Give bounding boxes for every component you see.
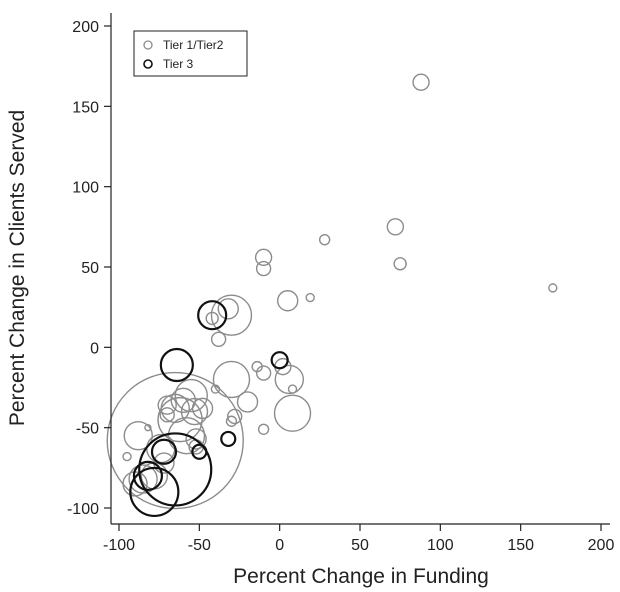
bubble-layer [106, 73, 558, 518]
tier-1-2-bubble [287, 384, 298, 394]
tier-1-2-bubble [225, 415, 238, 427]
tier-1-2-bubble [217, 298, 239, 320]
legend-marker-tier-1-2 [143, 40, 153, 50]
tier-3-bubble [270, 351, 289, 370]
tier-1-2-bubble [210, 331, 227, 347]
tier-1-2-bubble [257, 423, 270, 435]
tier-1-2-bubble [254, 248, 273, 267]
x-tick-label: 150 [507, 537, 534, 554]
legend: Tier 1/Tier2 Tier 3 [133, 30, 248, 77]
tier-3-bubble [129, 466, 180, 518]
tier-1-2-bubble [212, 360, 251, 399]
tier-1-2-bubble [277, 290, 299, 312]
legend-marker-tier-3 [143, 59, 153, 69]
tier-1-2-bubble [273, 394, 312, 432]
tier-1-2-bubble [274, 364, 305, 395]
y-tick-label: -100 [67, 501, 99, 518]
tier-1-2-bubble [305, 292, 315, 303]
x-axis-ticks: -100 -50 0 50 100 150 200 [103, 524, 614, 554]
y-tick-label: 100 [72, 180, 99, 197]
y-tick-label: 0 [90, 340, 99, 357]
tier-1-2-bubble [210, 294, 253, 336]
tier-1-2-bubble [146, 433, 176, 464]
tier-1-2-bubble [122, 451, 132, 462]
tier-3-bubble [132, 460, 164, 491]
tier-1-2-bubble [205, 311, 219, 326]
tier-1-2-bubble [255, 260, 272, 277]
tier-1-2-bubble [412, 73, 430, 91]
tier-3-bubble [220, 430, 237, 448]
legend-box [133, 30, 248, 77]
y-tick-label: 50 [81, 260, 99, 277]
x-tick-label: -100 [103, 537, 135, 554]
tier-1-2-bubble [255, 365, 272, 381]
tier-3-bubble [197, 300, 228, 331]
tier-1-2-bubble [226, 408, 243, 425]
x-tick-label: -50 [188, 537, 211, 554]
x-tick-label: 50 [351, 537, 369, 554]
tier-3-bubble [159, 347, 194, 383]
tier-1-2-bubble [170, 387, 196, 414]
tier-3-bubble [150, 438, 178, 465]
tier-1-2-bubble [185, 428, 207, 450]
tier-1-2-bubble [548, 283, 558, 293]
x-axis-title: Percent Change in Funding [233, 565, 489, 588]
tier-1-2-bubble [393, 257, 407, 271]
x-tick-label: 100 [427, 537, 454, 554]
tier-1-2-bubble [157, 395, 177, 415]
x-tick-label: 200 [588, 537, 615, 554]
tier-1-2-bubble [157, 396, 203, 443]
y-axis-ticks: -100 -50 0 50 100 150 200 [67, 19, 111, 518]
tier-1-2-bubble [386, 218, 405, 236]
tier-1-2-bubble [174, 378, 209, 413]
tier-1-2-bubble [318, 233, 331, 246]
legend-label-tier-3: Tier 3 [163, 57, 194, 71]
y-axis-title: Percent Change in Clients Served [6, 110, 29, 426]
tier-1-2-bubble [236, 391, 259, 413]
y-tick-label: 200 [72, 19, 99, 36]
tier-1-2-bubble [123, 421, 153, 451]
tier-1-2-bubble [159, 407, 175, 423]
tier-1-2-bubble [106, 371, 244, 510]
y-tick-label: 150 [72, 99, 99, 116]
tier-1-2-bubble [167, 417, 206, 455]
legend-label-tier-1-2: Tier 1/Tier2 [163, 38, 224, 52]
x-tick-label: 0 [275, 537, 284, 554]
y-tick-label: -50 [76, 421, 99, 438]
